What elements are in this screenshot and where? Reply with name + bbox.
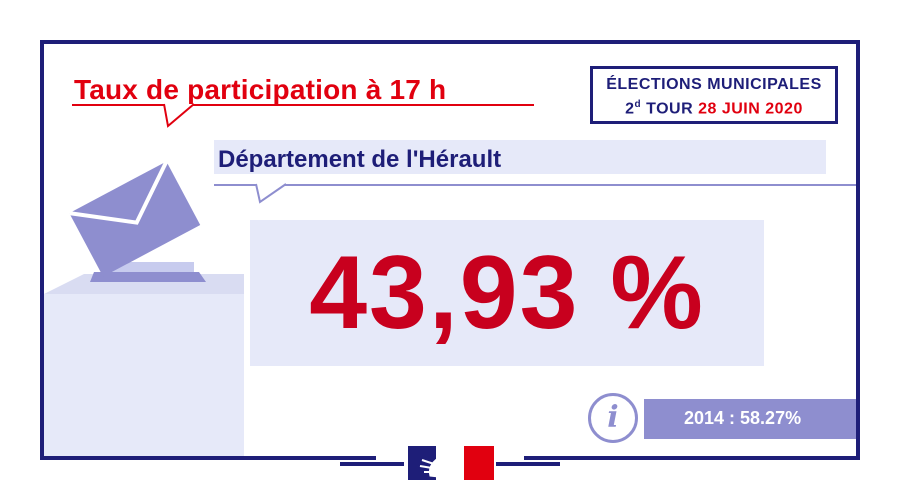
turnout-value: 43,93 % — [309, 235, 705, 351]
badge-round-word: TOUR — [646, 100, 694, 118]
badge-round-suffix: d — [634, 99, 642, 110]
marianne-logo — [408, 446, 494, 480]
page-title: Taux de participation à 17 h — [74, 74, 447, 105]
previous-result-text: 2014 : 58.27% — [684, 408, 802, 428]
department-underline — [214, 184, 856, 186]
ballot-box-icon — [44, 160, 244, 456]
info-icon: i — [607, 400, 619, 435]
badge-line2: 2d TOUR 28 JUIN 2020 — [593, 95, 835, 119]
logo-line-right — [496, 462, 560, 466]
badge-round-number: 2 — [625, 100, 635, 118]
card-frame: Taux de participation à 17 h ÉLECTIONS M… — [40, 40, 860, 460]
previous-result-bar — [644, 399, 856, 439]
info-circle — [588, 393, 638, 443]
title-underline — [72, 104, 196, 106]
title-speech-tail — [163, 103, 195, 128]
turnout-band — [250, 220, 764, 366]
badge-line1: ÉLECTIONS MUNICIPALES — [606, 76, 822, 93]
department-name: Département de l'Hérault — [218, 146, 502, 173]
department-band — [214, 140, 826, 174]
logo-line-left — [340, 462, 404, 466]
title-underline-right — [184, 104, 534, 106]
badge-date: 28 JUIN 2020 — [698, 100, 803, 118]
department-speech-tail — [255, 183, 287, 204]
election-badge: ÉLECTIONS MUNICIPALES 2d TOUR 28 JUIN 20… — [590, 66, 838, 124]
